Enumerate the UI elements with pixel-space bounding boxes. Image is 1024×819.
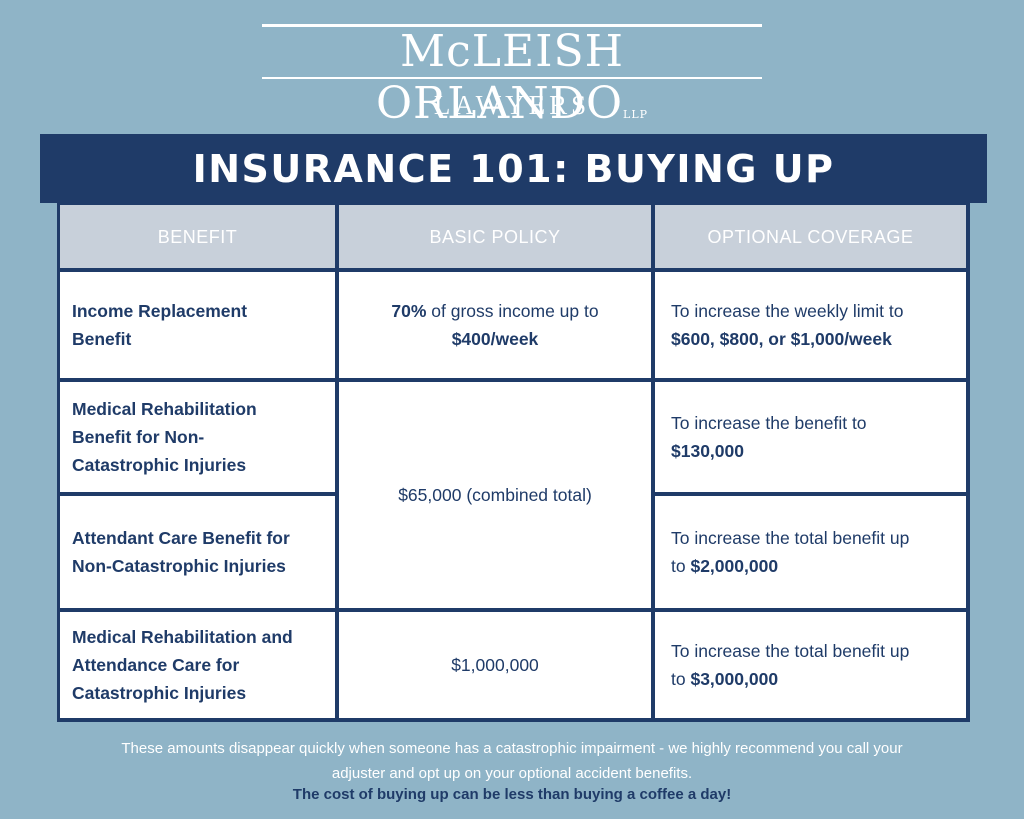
benefit-line: Attendance Care for	[72, 655, 240, 675]
title-banner: INSURANCE 101: BUYING UP	[40, 134, 987, 203]
basic-amount: $400/week	[451, 329, 539, 349]
basic-income-replacement: 70% of gross income up to $400/week	[339, 272, 651, 378]
benefit-line: Benefit	[72, 329, 132, 349]
basic-text: $1,000,000	[451, 655, 539, 675]
optional-text: To increase the benefit to	[671, 413, 867, 433]
optional-amount: $130,000	[671, 441, 744, 461]
header-basic-policy-label: BASIC POLICY	[429, 226, 561, 247]
optional-income-replacement: To increase the weekly limit to $600, $8…	[655, 272, 966, 378]
optional-text: To increase the weekly limit to	[671, 301, 904, 321]
benefit-income-replacement: Income Replacement Benefit	[60, 272, 335, 378]
benefit-line: Non-Catastrophic Injuries	[72, 556, 286, 576]
benefit-catastrophic: Medical Rehabilitation and Attendance Ca…	[60, 612, 335, 718]
optional-prefix: to	[671, 669, 691, 689]
footnote-line: adjuster and opt up on your optional acc…	[331, 765, 693, 782]
benefit-line: Attendant Care Benefit for	[72, 528, 290, 548]
header-basic-policy: BASIC POLICY	[339, 205, 651, 268]
benefit-attendant-care-non-cat: Attendant Care Benefit for Non-Catastrop…	[60, 496, 335, 608]
logo-top-rule	[262, 24, 762, 27]
footnote: These amounts disappear quickly when som…	[60, 736, 964, 786]
optional-amount: $2,000,000	[690, 556, 779, 576]
logo-bottom-rule	[262, 77, 762, 79]
logo-suffix: LLP	[623, 108, 649, 121]
logo-firm-name: McLEISH ORLANDOLLP	[262, 26, 762, 129]
basic-catastrophic: $1,000,000	[339, 612, 651, 718]
benefits-table: BENEFIT BASIC POLICY OPTIONAL COVERAGE I…	[57, 203, 970, 722]
benefit-line: Medical Rehabilitation and	[72, 627, 293, 647]
benefit-line: Income Replacement	[72, 301, 248, 321]
optional-attendant-care-non-cat: To increase the total benefit up to $2,0…	[655, 496, 966, 608]
logo-subtitle: LAWYERS	[433, 90, 591, 120]
basic-combined-text: $65,000 (combined total)	[398, 485, 592, 505]
optional-amount: $600, $800, or $1,000/week	[671, 329, 892, 349]
optional-catastrophic: To increase the total benefit up to $3,0…	[655, 612, 966, 718]
optional-text: To increase the total benefit up	[671, 641, 910, 661]
benefit-line: Catastrophic Injuries	[72, 683, 247, 703]
logo-firm-name-text: McLEISH ORLANDO	[375, 26, 624, 129]
header-optional-coverage: OPTIONAL COVERAGE	[655, 205, 966, 268]
page-title: INSURANCE 101: BUYING UP	[192, 146, 835, 191]
benefit-line: Benefit for Non-	[72, 427, 205, 447]
optional-medical-rehab-non-cat: To increase the benefit to $130,000	[655, 382, 966, 492]
benefit-line: Medical Rehabilitation	[72, 399, 257, 419]
basic-text: of gross income up to	[426, 301, 599, 321]
header-optional-coverage-label: OPTIONAL COVERAGE	[707, 226, 914, 247]
header-benefit: BENEFIT	[60, 205, 335, 268]
optional-prefix: to	[671, 556, 691, 576]
benefit-medical-rehab-non-cat: Medical Rehabilitation Benefit for Non- …	[60, 382, 335, 492]
benefit-line: Catastrophic Injuries	[72, 455, 247, 475]
tagline: The cost of buying up can be less than b…	[292, 786, 732, 803]
footnote-line: These amounts disappear quickly when som…	[121, 740, 903, 757]
basic-percent: 70%	[391, 301, 427, 321]
firm-logo: McLEISH ORLANDOLLP LAWYERS	[0, 0, 1024, 130]
optional-text: To increase the total benefit up	[671, 528, 910, 548]
basic-combined-total: $65,000 (combined total)	[339, 382, 651, 608]
header-benefit-label: BENEFIT	[157, 226, 238, 247]
optional-amount: $3,000,000	[690, 669, 779, 689]
